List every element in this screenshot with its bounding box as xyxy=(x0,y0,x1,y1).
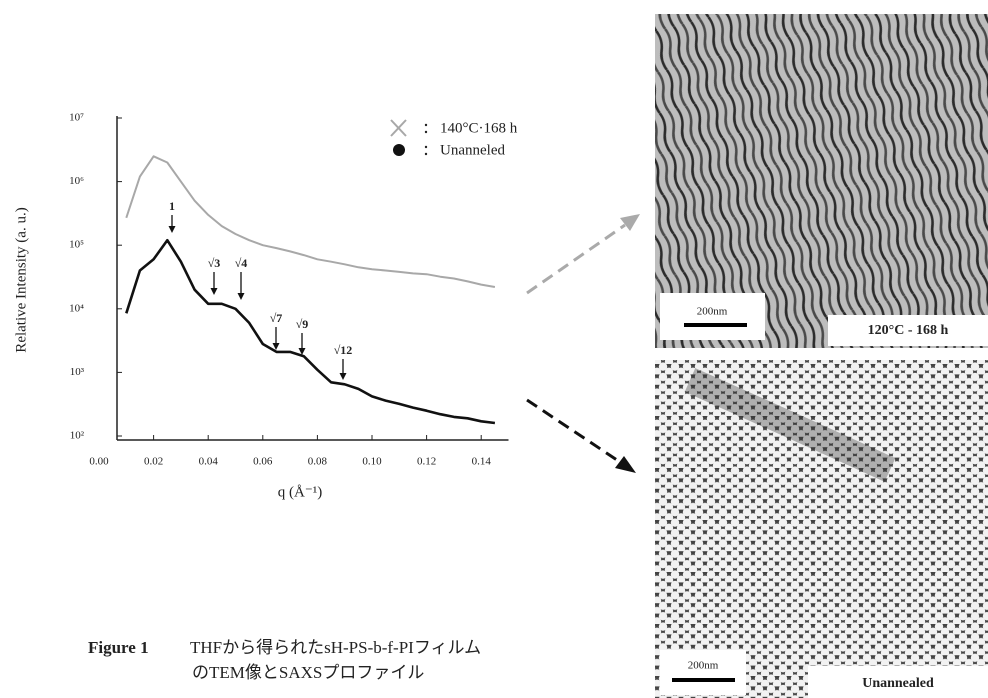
x-axis-label: q (Å⁻¹) xyxy=(278,484,323,500)
legend-sep xyxy=(425,153,427,155)
arrow xyxy=(527,400,620,462)
legend-sep xyxy=(425,124,427,126)
caption-text: のTEM像とSAXSプロファイル xyxy=(192,663,424,682)
peak-label: √9 xyxy=(296,317,309,331)
legend-sep xyxy=(425,131,427,133)
peak-label: √4 xyxy=(235,256,248,270)
scale-text: 200nm xyxy=(697,306,728,318)
peak-label: √12 xyxy=(334,343,353,357)
scale-text: 200nm xyxy=(688,660,719,672)
y-tick-label: 10⁴ xyxy=(69,302,84,314)
figure: 200nm 120°C - 168 h 200nm Unannealed Rel… xyxy=(0,0,988,698)
y-tick-label: 10⁵ xyxy=(69,239,84,251)
y-axis-label: Relative Intensity (a. u.) xyxy=(13,207,29,352)
x-tick-label: 0.10 xyxy=(362,456,382,468)
series-line xyxy=(126,156,495,287)
x-tick-label: 0.08 xyxy=(308,456,328,468)
x-tick-label: 0.06 xyxy=(253,456,273,468)
legend-sep xyxy=(425,146,427,148)
x-tick-label: 0.04 xyxy=(199,456,219,468)
series-line xyxy=(126,240,495,423)
arrow xyxy=(527,225,625,293)
legend-label: Unanneled xyxy=(440,142,505,158)
x-tick-label: 0.02 xyxy=(144,456,163,468)
x-tick-label: 0.14 xyxy=(472,456,492,468)
scale-box xyxy=(660,650,746,695)
y-tick-label: 10⁶ xyxy=(69,175,84,187)
arrow-head xyxy=(615,456,636,473)
image-label: 120°C - 168 h xyxy=(868,323,949,338)
peak-label: √7 xyxy=(270,311,283,325)
peak-label: 1 xyxy=(169,199,175,213)
caption-figure: Figure 1 xyxy=(88,638,149,657)
arrow-head xyxy=(620,214,640,231)
peak-arrow-head xyxy=(169,226,176,233)
y-tick-label: 10³ xyxy=(70,366,85,378)
legend-marker xyxy=(393,144,405,156)
peak-arrow-head xyxy=(211,288,218,295)
caption-text: THFから得られたsH-PS-b-f-PIフィルム xyxy=(190,638,481,657)
y-tick-label: 10² xyxy=(70,430,85,442)
x-tick-label: 0.00 xyxy=(89,456,109,468)
y-tick-label: 10⁷ xyxy=(69,112,84,124)
legend-label: 140°C·168 h xyxy=(440,120,518,136)
peak-arrow-head xyxy=(238,293,245,300)
tem-image xyxy=(655,360,988,698)
peak-arrow-head xyxy=(340,373,347,380)
x-tick-label: 0.12 xyxy=(417,456,436,468)
page: {"chart_data": {"type": "line", "y_label… xyxy=(0,0,988,698)
peak-label: √3 xyxy=(208,256,221,270)
image-label: Unannealed xyxy=(862,676,934,691)
